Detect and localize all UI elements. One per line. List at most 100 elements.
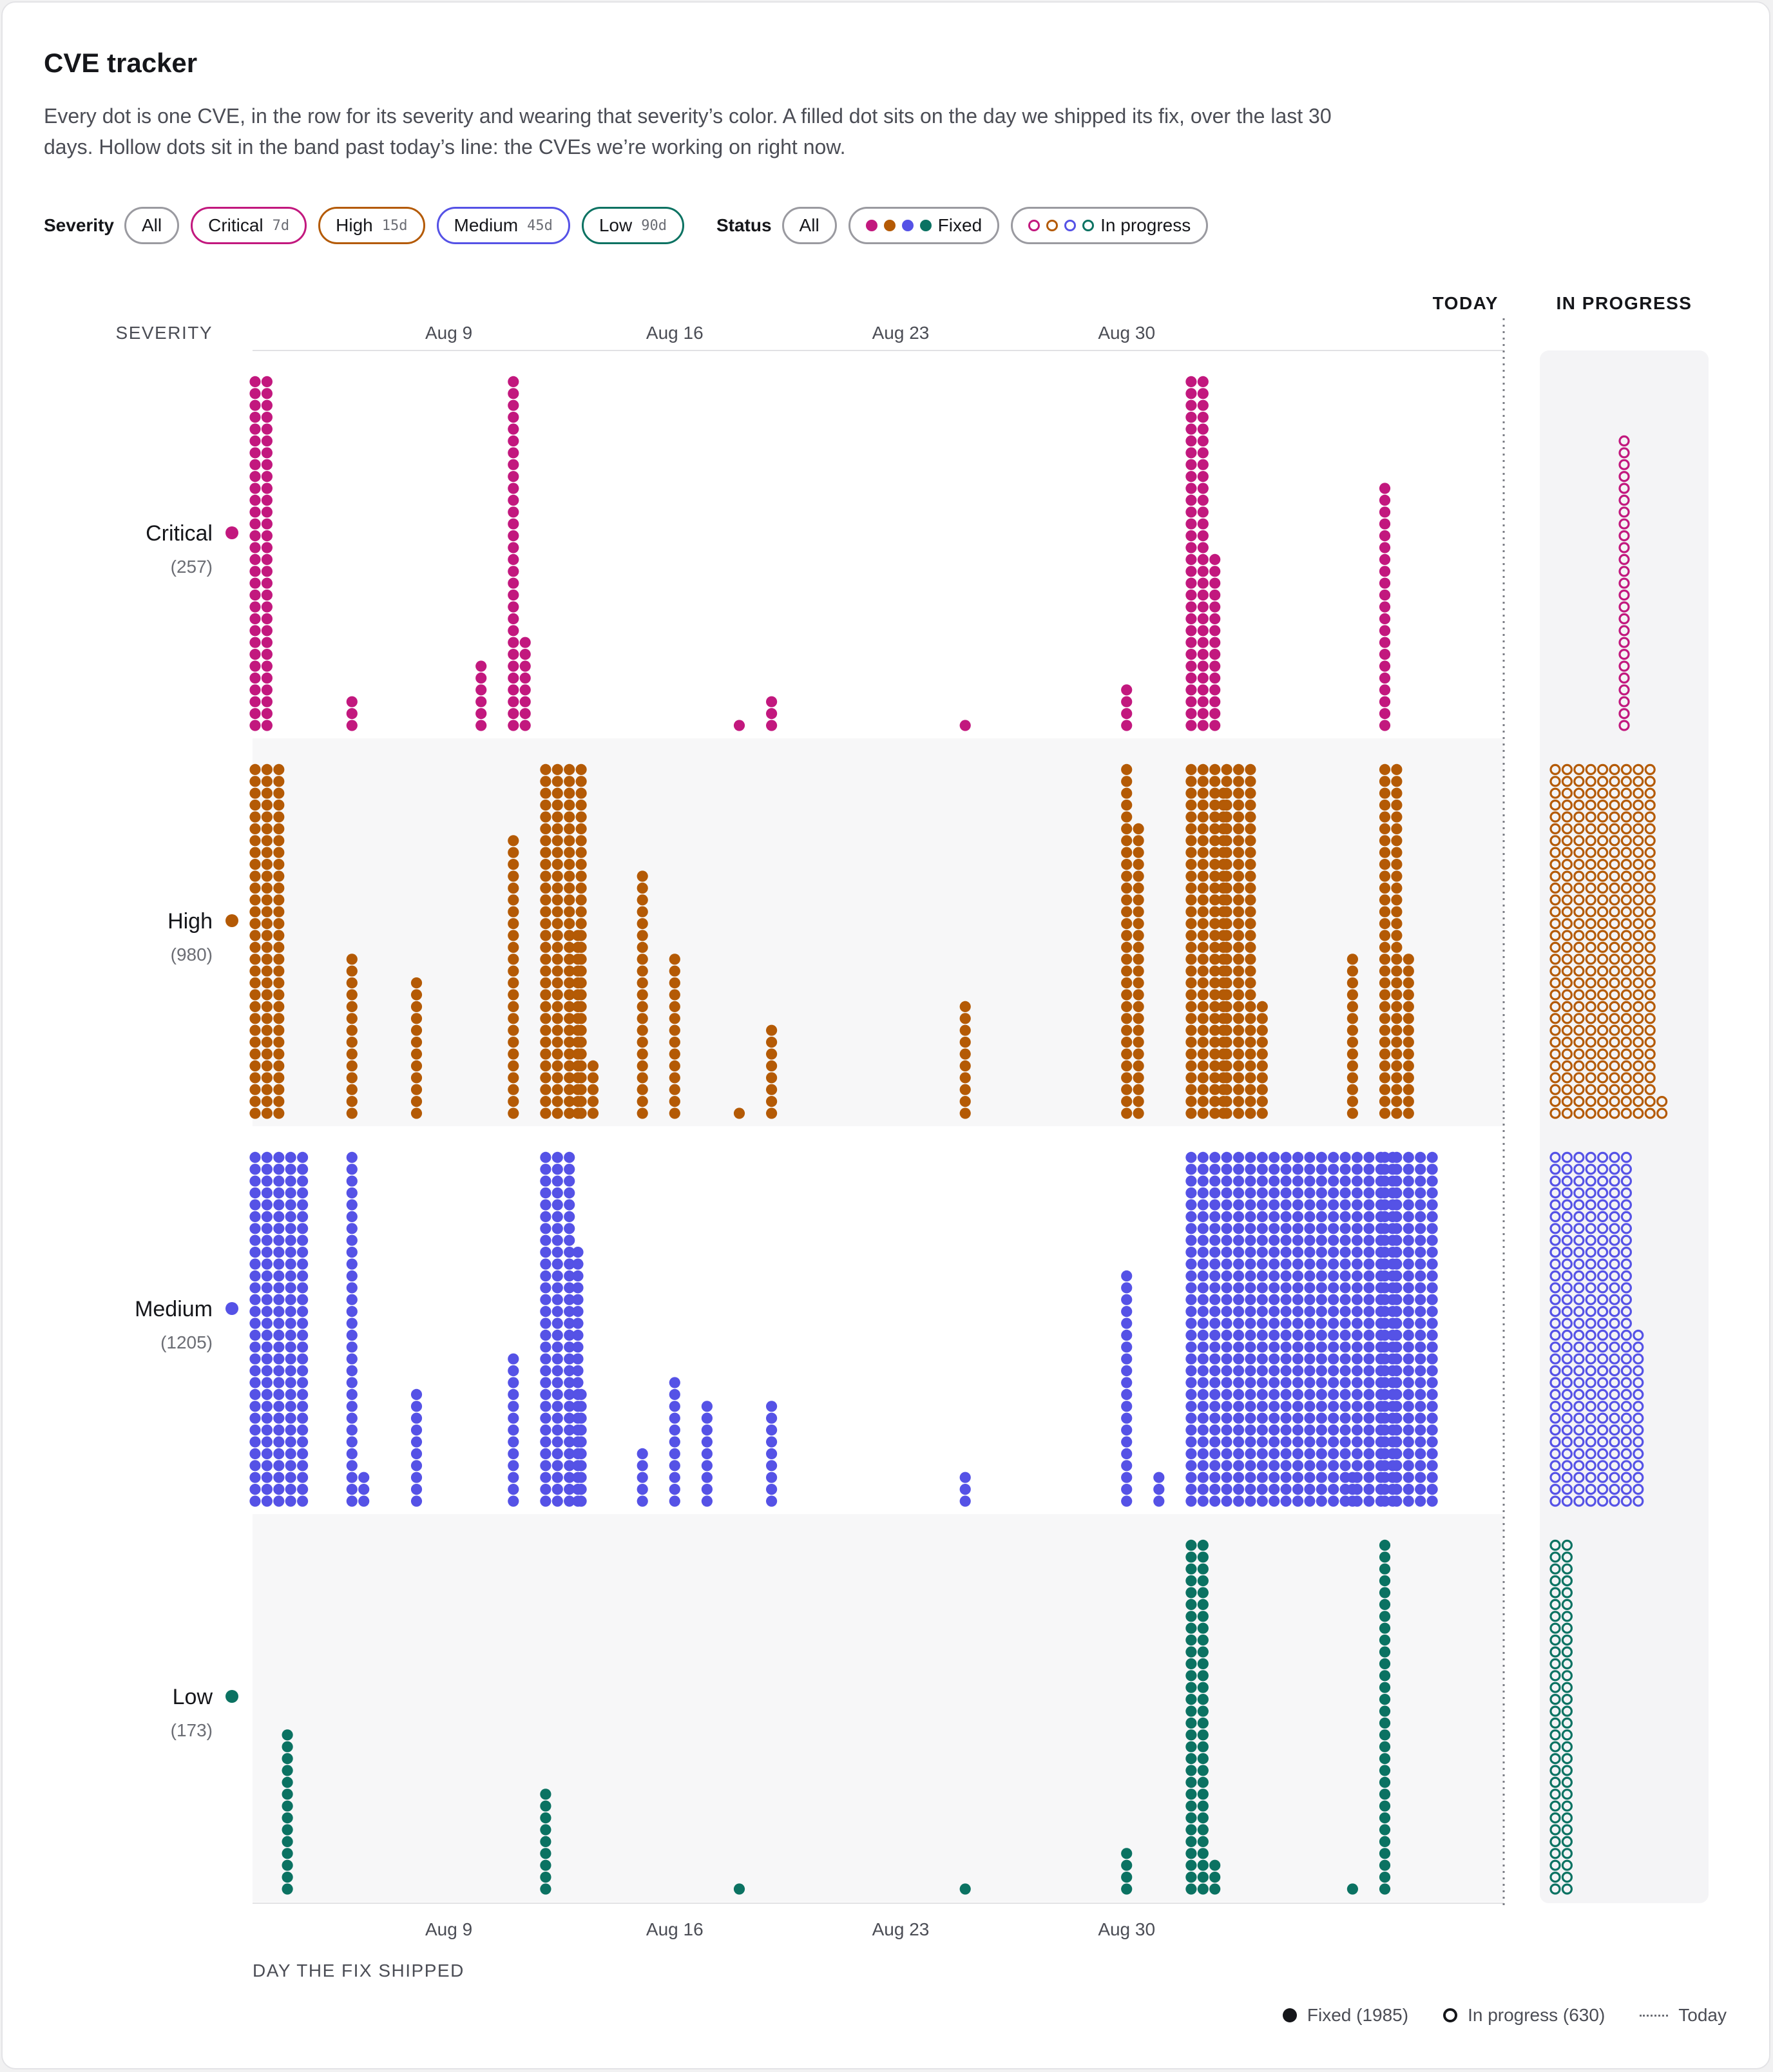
fixed-cve-dot [1121, 870, 1133, 882]
fixed-cve-dot [261, 708, 273, 720]
in-progress-cve-dot [1585, 776, 1596, 787]
in-progress-cve-dot [1644, 989, 1656, 1001]
fixed-cve-dot [564, 1377, 575, 1388]
fixed-cve-dot [1379, 894, 1391, 906]
fixed-cve-dot [1316, 1412, 1327, 1424]
severity-filter-all[interactable]: All [124, 207, 180, 244]
severity-filter-critical[interactable]: Critical 7d [191, 207, 307, 244]
fixed-cve-dot [1280, 1294, 1292, 1305]
fixed-cve-dot [1232, 1341, 1245, 1353]
in-progress-cve-dot [1585, 1234, 1596, 1246]
status-filter-in-progress[interactable]: In progress [1011, 207, 1209, 244]
fixed-cve-dot [766, 708, 778, 720]
fixed-cve-dot [564, 859, 575, 870]
fixed-cve-dot [1403, 1024, 1414, 1036]
fixed-cve-dot [1304, 1175, 1316, 1187]
fixed-cve-dot [508, 684, 519, 696]
fixed-cve-dot [1426, 1424, 1438, 1436]
in-progress-cve-dot [1644, 1048, 1656, 1060]
fixed-cve-dot [540, 930, 551, 941]
fixed-cve-dot [564, 1187, 575, 1199]
fixed-cve-dot [1391, 954, 1403, 965]
severity-filter-medium[interactable]: Medium 45d [436, 207, 570, 244]
fixed-cve-dot [1245, 1084, 1256, 1095]
fixed-cve-dot [249, 1013, 261, 1024]
fixed-cve-dot [1280, 1282, 1292, 1294]
status-filter-fixed[interactable]: Fixed [848, 207, 1000, 244]
fixed-cve-dot [1351, 1424, 1363, 1436]
fixed-cve-dot [637, 930, 648, 941]
fixed-cve-dot [1197, 1247, 1209, 1258]
in-progress-cve-dot [1620, 847, 1632, 858]
in-progress-cve-dot [1597, 1401, 1609, 1412]
fixed-cve-dot [1328, 1247, 1339, 1258]
fixed-cve-dot [273, 1353, 285, 1365]
fixed-cve-dot [1256, 1247, 1268, 1258]
fixed-cve-dot [959, 1495, 971, 1507]
in-progress-cve-dot [1561, 1539, 1573, 1551]
in-progress-cve-dot [1609, 917, 1620, 930]
in-progress-cve-dot [1644, 823, 1656, 835]
fixed-cve-dot [1379, 965, 1391, 977]
fixed-cve-dot [285, 1187, 296, 1199]
in-progress-cve-dot [1597, 1341, 1609, 1353]
fixed-cve-dot [1133, 1013, 1144, 1024]
fixed-cve-dot [1221, 1151, 1232, 1163]
fixed-cve-dot [261, 989, 273, 1001]
fixed-cve-dot [637, 1108, 648, 1119]
fixed-cve-dot [346, 1175, 358, 1187]
fixed-cve-dot [1121, 835, 1133, 847]
fixed-cve-dot [551, 1282, 563, 1294]
fixed-cve-dot [1328, 1258, 1339, 1270]
fixed-cve-dot [1280, 1199, 1292, 1211]
fixed-cve-dot [1153, 1472, 1165, 1483]
fixed-cve-dot [1232, 1013, 1245, 1024]
in-progress-cve-dot [1561, 1048, 1573, 1060]
fixed-cve-dot [701, 1460, 713, 1472]
severity-filter-high[interactable]: High 15d [318, 207, 425, 244]
fixed-cve-dot [1245, 989, 1256, 1001]
fixed-cve-dot [1209, 954, 1221, 965]
in-progress-cve-dot [1561, 1258, 1573, 1270]
in-progress-cve-dot [1618, 518, 1630, 530]
fixed-cve-dot [261, 954, 273, 965]
fixed-cve-dot [1363, 1412, 1375, 1424]
fixed-cve-dot [540, 1211, 551, 1222]
status-filter-all[interactable]: All [781, 207, 837, 244]
fixed-cve-dot [1363, 1318, 1375, 1329]
fixed-cve-dot [1256, 1258, 1268, 1270]
fixed-cve-dot [1328, 1164, 1339, 1175]
fixed-cve-dot [1391, 1484, 1403, 1495]
fixed-cve-dot [1197, 601, 1209, 613]
fixed-cve-dot [297, 1495, 309, 1507]
fixed-cve-dot [1221, 1175, 1232, 1187]
fixed-cve-dot [1379, 1318, 1391, 1329]
fixed-cve-dot [410, 1436, 423, 1448]
fixed-cve-dot [959, 1472, 971, 1483]
fixed-cve-dot [285, 1234, 296, 1246]
fixed-cve-dot [1304, 1484, 1316, 1495]
in-progress-cve-dot [1597, 763, 1609, 776]
fixed-cve-dot [540, 1329, 551, 1341]
fixed-cve-dot [1256, 1388, 1268, 1400]
severity-filter-low[interactable]: Low 90d [581, 207, 684, 244]
fixed-cve-dot [508, 1001, 519, 1012]
in-progress-cve-dot [1597, 776, 1609, 787]
in-progress-cve-dot [1573, 811, 1585, 823]
fixed-cve-dot [508, 566, 519, 577]
fixed-cve-dot [1379, 1658, 1391, 1669]
in-progress-cve-dot [1549, 776, 1561, 787]
fixed-cve-dot [1339, 1258, 1351, 1270]
fixed-cve-dot [1218, 918, 1229, 930]
fixed-cve-dot [249, 376, 261, 388]
fixed-cve-dot [285, 1306, 296, 1318]
fixed-cve-dot [1379, 1024, 1391, 1036]
fixed-cve-dot [1232, 1495, 1245, 1507]
fixed-cve-dot [1391, 763, 1403, 775]
in-progress-cve-dot [1561, 1246, 1573, 1258]
fixed-cve-dot [540, 977, 551, 989]
fixed-cve-dot [1121, 1001, 1133, 1012]
fixed-cve-dot [1197, 625, 1209, 637]
in-progress-cve-dot [1597, 1424, 1609, 1436]
fixed-cve-dot [410, 1024, 423, 1036]
